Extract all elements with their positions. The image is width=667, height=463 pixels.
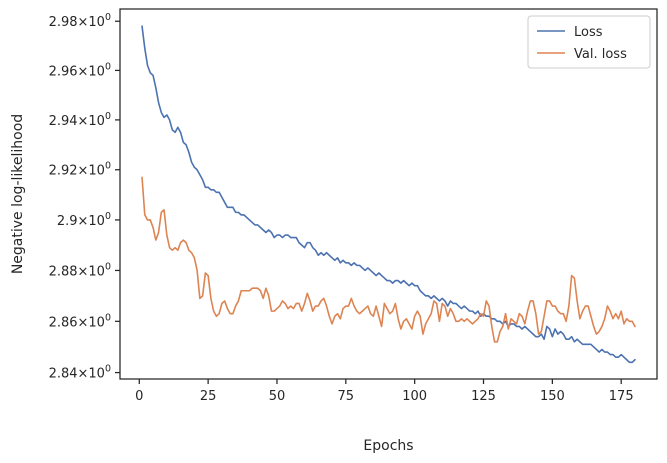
x-tick-label: 25 bbox=[200, 389, 217, 404]
x-axis-ticks: 0 25 50 75 100 125 150 175 bbox=[135, 379, 634, 404]
series-line-loss bbox=[141, 25, 636, 364]
legend: Loss Val. loss bbox=[527, 15, 651, 69]
y-axis-label: Negative log-likelihood bbox=[10, 114, 26, 274]
x-tick-label: 100 bbox=[402, 389, 427, 404]
series-lines bbox=[141, 25, 636, 364]
y-tick-label: 2.92×100 bbox=[49, 161, 111, 179]
y-tick-label: 2.88×100 bbox=[49, 261, 111, 279]
x-tick-label: 175 bbox=[609, 389, 634, 404]
y-axis-ticks: 2.84×100 2.86×100 2.88×100 2.9×100 2.92×100 2… bbox=[49, 12, 120, 382]
x-axis-label: Epochs bbox=[363, 438, 413, 454]
x-tick-label: 125 bbox=[471, 389, 496, 404]
x-tick-label: 0 bbox=[135, 389, 143, 404]
plot-frame bbox=[119, 8, 658, 380]
x-tick-label: 75 bbox=[338, 389, 355, 404]
legend-label-loss: Loss bbox=[574, 25, 603, 40]
y-tick-label: 2.84×100 bbox=[49, 364, 111, 382]
legend-label-val-loss: Val. loss bbox=[574, 47, 627, 62]
y-tick-label: 2.9×100 bbox=[57, 211, 111, 229]
legend-box bbox=[527, 15, 651, 69]
series-line-val-loss bbox=[141, 176, 636, 343]
y-tick-label: 2.94×100 bbox=[49, 111, 111, 129]
x-tick-label: 150 bbox=[540, 389, 565, 404]
y-tick-label: 2.86×100 bbox=[49, 312, 111, 330]
y-tick-label: 2.98×100 bbox=[49, 12, 111, 30]
x-tick-label: 50 bbox=[269, 389, 286, 404]
y-tick-label: 2.96×100 bbox=[49, 61, 111, 79]
